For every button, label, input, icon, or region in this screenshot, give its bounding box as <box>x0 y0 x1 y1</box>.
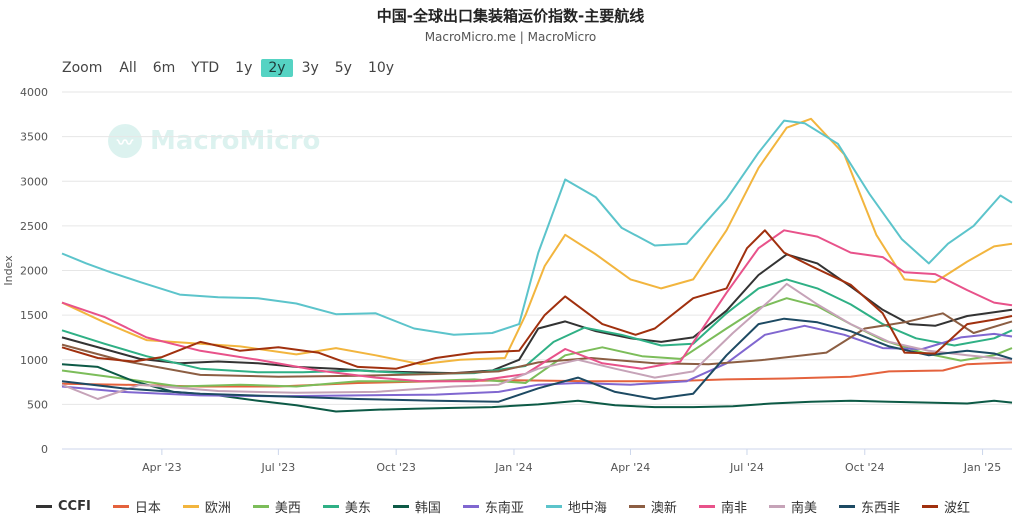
legend-swatch <box>628 505 645 508</box>
series-line-南非 <box>61 229 1013 383</box>
legend-swatch <box>768 505 785 508</box>
legend-label: 美西 <box>274 501 301 516</box>
legend-label: 东南亚 <box>484 501 524 516</box>
y-tick-label: 0 <box>41 443 48 456</box>
legend-label: 美东 <box>344 501 371 516</box>
chart-title: 中国-全球出口集装箱运价指数-主要航线 <box>376 7 645 25</box>
y-tick-label: 1500 <box>20 309 48 322</box>
legend-label: 韩国 <box>414 501 441 516</box>
y-axis-label: Index <box>2 255 15 286</box>
zoom-button-1y[interactable]: 1y <box>235 60 253 76</box>
legend-item-日本[interactable]: 日本 <box>112 497 161 516</box>
y-tick-label: 2500 <box>20 220 48 233</box>
legend-item-美西[interactable]: 美西 <box>252 497 301 516</box>
x-tick-label: Jul '23 <box>260 461 295 474</box>
legend-swatch <box>182 505 199 508</box>
legend-label: 欧洲 <box>204 501 231 516</box>
legend-item-韩国[interactable]: 韩国 <box>392 497 441 516</box>
legend-item-东西非[interactable]: 东西非 <box>838 497 900 516</box>
zoom-bar: Zoom All 6m YTD 1y 2y 3y 5y 10y <box>62 59 403 77</box>
legend-item-美东[interactable]: 美东 <box>322 497 371 516</box>
zoom-button-all[interactable]: All <box>119 60 137 76</box>
series-line-澳新 <box>61 312 1013 378</box>
legend-item-欧洲[interactable]: 欧洲 <box>182 497 231 516</box>
legend-label: 澳新 <box>650 501 677 516</box>
legend-item-南非[interactable]: 南非 <box>698 497 747 516</box>
x-tick-label: Oct '23 <box>376 461 416 474</box>
legend-swatch <box>112 505 129 508</box>
legend-item-波红[interactable]: 波红 <box>921 497 970 516</box>
legend-swatch <box>921 505 938 508</box>
zoom-button-3y[interactable]: 3y <box>301 60 319 76</box>
series-line-南美 <box>61 282 1013 400</box>
zoom-button-2y[interactable]: 2y <box>261 59 293 77</box>
legend-label: 南非 <box>720 501 747 516</box>
legend-swatch <box>462 505 479 508</box>
legend-swatch <box>322 505 339 508</box>
series-line-日本 <box>61 361 1013 388</box>
legend-item-东南亚[interactable]: 东南亚 <box>462 497 524 516</box>
legend-item-南美[interactable]: 南美 <box>768 497 817 516</box>
y-tick-label: 4000 <box>20 86 48 99</box>
legend-label: 日本 <box>134 501 161 516</box>
legend-swatch <box>838 505 855 508</box>
zoom-button-ytd[interactable]: YTD <box>191 60 220 76</box>
watermark-logo-icon: 〰 <box>108 124 142 158</box>
series-line-东西非 <box>61 317 1013 403</box>
legend-swatch <box>698 505 715 508</box>
legend-item-地中海[interactable]: 地中海 <box>545 497 607 516</box>
legend-swatch <box>545 505 562 508</box>
y-tick-label: 500 <box>27 398 48 411</box>
x-tick-label: Apr '24 <box>611 461 651 474</box>
watermark-text: MacroMicro <box>150 126 321 156</box>
series-line-美东 <box>61 278 1013 375</box>
legend-swatch <box>392 505 409 508</box>
x-tick-label: Apr '23 <box>142 461 182 474</box>
legend-item-澳新[interactable]: 澳新 <box>628 497 677 516</box>
x-tick-label: Oct '24 <box>845 461 885 474</box>
legend-label: 波红 <box>943 501 970 516</box>
legend-label: 地中海 <box>567 501 607 516</box>
y-tick-label: 1000 <box>20 354 48 367</box>
series-line-地中海 <box>61 119 1013 336</box>
zoom-button-5y[interactable]: 5y <box>334 60 352 76</box>
zoom-button-6m[interactable]: 6m <box>152 60 176 76</box>
series-line-波红 <box>61 229 1013 370</box>
chart-legend: CCFI 日本 欧洲 美西 美东 韩国 东南亚 地中海 澳新 南非 南美 东西非 波红 <box>36 497 992 516</box>
zoom-label: Zoom <box>62 60 103 76</box>
y-tick-label: 3500 <box>20 131 48 144</box>
y-tick-label: 2000 <box>20 265 48 278</box>
y-tick-label: 3000 <box>20 175 48 188</box>
legend-item-CCFI[interactable]: CCFI <box>36 499 91 514</box>
legend-swatch <box>36 505 52 508</box>
legend-label: 东西非 <box>860 501 900 516</box>
x-tick-label: Jul '24 <box>729 461 764 474</box>
series-line-欧洲 <box>61 117 1013 366</box>
x-tick-label: Jan '25 <box>963 461 1001 474</box>
x-tick-label: Jan '24 <box>494 461 532 474</box>
zoom-button-10y[interactable]: 10y <box>367 60 395 76</box>
legend-label: 南美 <box>790 501 817 516</box>
chart-subtitle: MacroMicro.me | MacroMicro <box>424 30 597 44</box>
legend-label: CCFI <box>58 499 91 514</box>
legend-swatch <box>252 505 269 508</box>
watermark: 〰 MacroMicro <box>108 124 320 158</box>
